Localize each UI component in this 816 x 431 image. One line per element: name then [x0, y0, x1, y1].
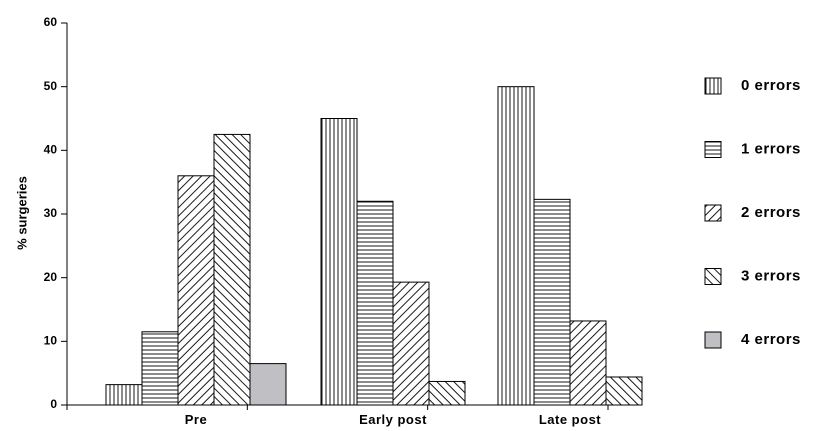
y-tick-label: 0 [50, 397, 57, 411]
bars-group [105, 86, 643, 406]
legend-label: 0 errors [741, 77, 801, 94]
bar-early-post-2-errors [392, 281, 430, 406]
bar-late-post-1-errors [533, 198, 571, 406]
y-tick-label: 20 [44, 270, 58, 284]
category-label-late-post: Late post [539, 412, 601, 427]
bar-late-post-0-errors [497, 86, 535, 406]
bar-early-post-0-errors [320, 118, 358, 406]
legend-swatch [704, 204, 722, 222]
bar-early-post-3-errors [428, 380, 466, 406]
legend-swatch [704, 268, 722, 285]
legend-item-1-errors: 1 errors [704, 140, 801, 158]
category-label-pre: Pre [185, 412, 207, 427]
y-axis: 0 10 20 30 40 50 60 [44, 15, 68, 411]
legend-item-0-errors: 0 errors [704, 77, 801, 95]
category-label-early-post: Early post [359, 412, 427, 427]
y-tick-label: 10 [44, 334, 58, 348]
bar-late-post-3-errors [605, 376, 643, 406]
legend-label: 4 errors [741, 331, 801, 348]
legend-label: 1 errors [741, 140, 801, 157]
bar-pre-4-errors [249, 363, 287, 406]
y-tick-label: 30 [44, 206, 58, 220]
legend-swatch [704, 331, 722, 349]
legend-swatch [704, 77, 722, 95]
bar-pre-2-errors [177, 175, 215, 406]
legend-label: 3 errors [741, 267, 801, 284]
bar-pre-3-errors [213, 133, 251, 406]
legend-label: 2 errors [741, 204, 801, 221]
y-tick-label: 50 [44, 79, 58, 93]
y-tick-label: 60 [44, 15, 58, 29]
bar-early-post-1-errors [356, 200, 394, 406]
legend: 0 errors 1 errors 2 errors 3 errors 4 errors [704, 77, 801, 349]
x-axis [66, 404, 609, 410]
y-axis-title: % surgeries [14, 176, 29, 250]
bar-late-post-2-errors [569, 320, 607, 406]
legend-item-4-errors: 4 errors [704, 331, 801, 349]
category-labels: Pre Early post Late post [185, 412, 601, 427]
bar-pre-1-errors [141, 331, 179, 406]
bar-pre-0-errors [105, 384, 143, 406]
legend-item-2-errors: 2 errors [704, 204, 801, 222]
legend-swatch [704, 141, 722, 158]
y-tick-label: 40 [44, 143, 58, 157]
legend-item-3-errors: 3 errors [704, 267, 801, 285]
